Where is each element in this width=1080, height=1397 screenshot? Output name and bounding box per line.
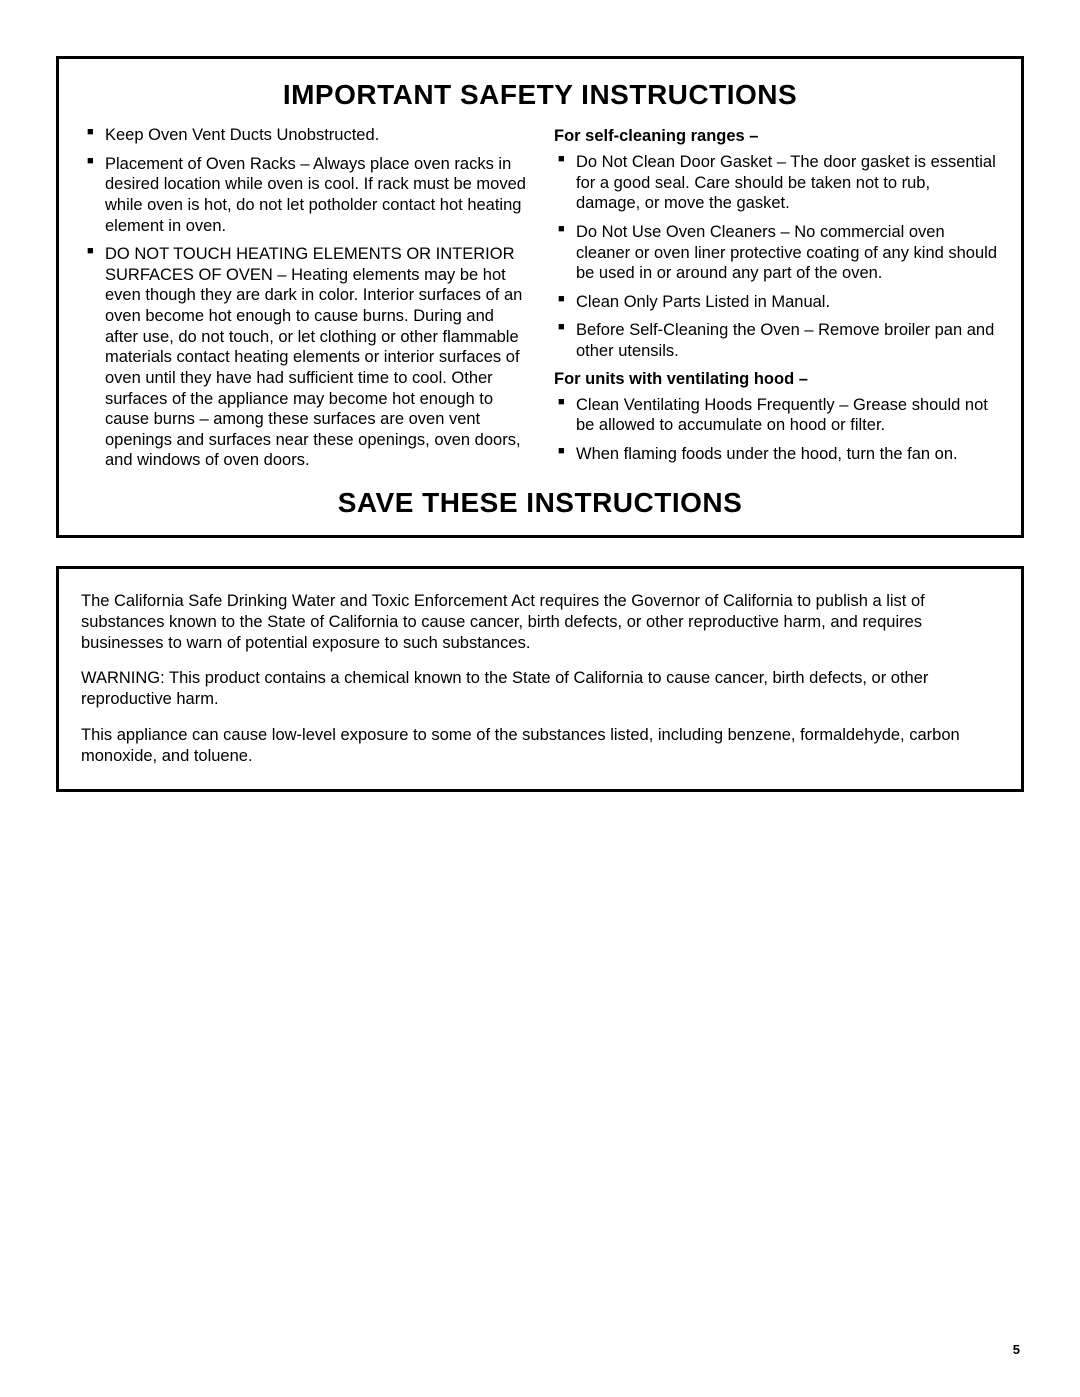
list-item: Do Not Clean Door Gasket – The door gask… [554, 152, 997, 214]
list-item: Do Not Use Oven Cleaners – No commercial… [554, 222, 997, 284]
self-cleaning-list: Do Not Clean Door Gasket – The door gask… [554, 152, 997, 362]
safety-left-list: Keep Oven Vent Ducts Unobstructed. Place… [83, 125, 526, 471]
warning-paragraph: The California Safe Drinking Water and T… [81, 591, 999, 654]
list-item: Clean Only Parts Listed in Manual. [554, 292, 997, 313]
ventilating-hood-subhead: For units with ventilating hood – [554, 370, 997, 389]
safety-title: IMPORTANT SAFETY INSTRUCTIONS [83, 79, 997, 111]
list-item: Before Self-Cleaning the Oven – Remove b… [554, 320, 997, 361]
list-item: When flaming foods under the hood, turn … [554, 444, 997, 465]
list-item: Keep Oven Vent Ducts Unobstructed. [83, 125, 526, 146]
ventilating-hood-list: Clean Ventilating Hoods Frequently – Gre… [554, 395, 997, 465]
self-cleaning-subhead: For self-cleaning ranges – [554, 127, 997, 146]
safety-right-column: For self-cleaning ranges – Do Not Clean … [554, 125, 997, 479]
list-item: Placement of Oven Racks – Always place o… [83, 154, 526, 237]
safety-instructions-box: IMPORTANT SAFETY INSTRUCTIONS Keep Oven … [56, 56, 1024, 538]
save-instructions-title: SAVE THESE INSTRUCTIONS [83, 487, 997, 519]
california-warning-box: The California Safe Drinking Water and T… [56, 566, 1024, 792]
safety-columns: Keep Oven Vent Ducts Unobstructed. Place… [83, 125, 997, 479]
page-number: 5 [1013, 1342, 1020, 1357]
warning-paragraph: WARNING: This product contains a chemica… [81, 668, 999, 710]
page: IMPORTANT SAFETY INSTRUCTIONS Keep Oven … [0, 0, 1080, 1397]
list-item: DO NOT TOUCH HEATING ELEMENTS OR INTERIO… [83, 244, 526, 471]
list-item: Clean Ventilating Hoods Frequently – Gre… [554, 395, 997, 436]
safety-left-column: Keep Oven Vent Ducts Unobstructed. Place… [83, 125, 526, 479]
warning-paragraph: This appliance can cause low-level expos… [81, 725, 999, 767]
